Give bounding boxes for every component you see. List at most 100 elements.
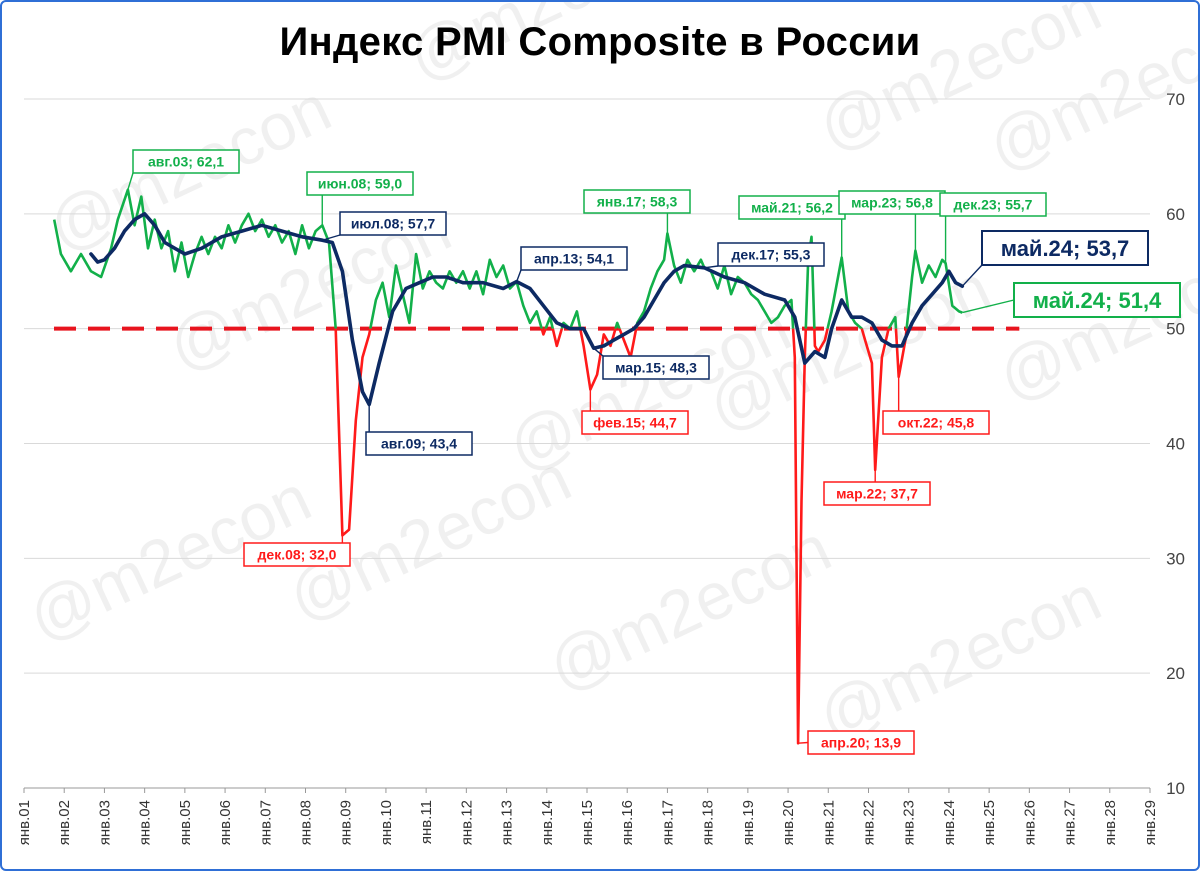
x-tick-label: янв.25 xyxy=(981,800,998,845)
annotation-box xyxy=(365,431,473,456)
x-tick-label: янв.01 xyxy=(16,800,33,845)
x-tick-label: янв.17 xyxy=(659,800,676,845)
ma-series-line xyxy=(89,212,965,407)
x-tick-label: янв.22 xyxy=(861,800,878,845)
x-tick-label: янв.20 xyxy=(780,800,797,845)
annotation-leader xyxy=(961,264,983,287)
annotation-label: апр.20; 13,9 xyxy=(821,735,901,751)
pmi-series-below-50 xyxy=(334,328,908,745)
x-tick-label: янв.11 xyxy=(418,800,435,844)
annotation-3: май.21; 56,2 xyxy=(738,195,846,258)
annotation-box xyxy=(602,355,710,380)
annotation-2: янв.17; 58,3 xyxy=(583,189,691,234)
annotation-box xyxy=(132,149,240,174)
x-tick-label: янв.27 xyxy=(1062,800,1079,845)
x-tick-label: янв.29 xyxy=(1142,800,1159,845)
annotation-label: дек.08; 32,0 xyxy=(258,547,337,563)
annotation-leader xyxy=(127,172,134,190)
annotation-box xyxy=(981,230,1149,266)
annotation-leader xyxy=(798,741,809,744)
annotation-17: окт.22; 45,8 xyxy=(882,376,990,435)
annotation-label: апр.13; 54,1 xyxy=(534,251,614,267)
annotation-box xyxy=(939,192,1047,217)
annotation-5: дек.23; 55,7 xyxy=(939,192,1047,264)
x-tick-label: янв.06 xyxy=(217,800,234,845)
series-layer xyxy=(52,188,965,745)
annotation-label: окт.22; 45,8 xyxy=(898,415,975,431)
annotation-label: фев.15; 44,7 xyxy=(593,415,677,431)
x-tick-label: янв.28 xyxy=(1102,800,1119,845)
x-tick-label: янв.07 xyxy=(257,800,274,845)
annotation-16: мар.22; 37,7 xyxy=(823,469,931,506)
x-tick-label: янв.05 xyxy=(177,800,194,845)
y-tick-label: 60 xyxy=(1166,205,1185,224)
annotation-8: авг.09; 43,4 xyxy=(365,404,473,456)
annotation-box xyxy=(339,211,447,236)
chart-title: Индекс PMI Composite в России xyxy=(279,20,921,64)
watermark-1: @m2econ xyxy=(397,2,702,95)
annotation-label: июн.08; 59,0 xyxy=(318,176,402,192)
annotation-leader xyxy=(515,269,522,282)
annotation-label: янв.17; 58,3 xyxy=(597,194,678,210)
y-axis: 10 20 30 40 50 60 70 xyxy=(1166,90,1185,798)
x-tick-label: янв.16 xyxy=(619,800,636,845)
annotation-box xyxy=(807,730,915,755)
annotation-layer: авг.03; 62,1 июн.08; 59,0 янв.17; 58,3 май.… xyxy=(127,149,1181,755)
annotation-label: дек.23; 55,7 xyxy=(954,197,1033,213)
y-tick-label: 70 xyxy=(1166,90,1185,109)
annotation-box xyxy=(1013,282,1181,318)
annotation-label: авг.09; 43,4 xyxy=(381,436,457,452)
watermark-9: @m2econ xyxy=(807,560,1112,755)
annotation-13: дек.08; 32,0 xyxy=(243,535,351,567)
annotation-label: авг.03; 62,1 xyxy=(148,154,224,170)
x-tick-label: янв.08 xyxy=(298,800,315,845)
annotation-box xyxy=(520,246,628,271)
annotation-7: июл.08; 57,7 xyxy=(322,211,447,241)
annotation-box xyxy=(243,542,351,567)
x-tick-label: янв.18 xyxy=(700,800,717,845)
y-tick-label: 40 xyxy=(1166,435,1185,454)
x-tick-label: янв.13 xyxy=(499,800,516,845)
annotation-label: июл.08; 57,7 xyxy=(351,216,436,232)
annotation-leader xyxy=(704,265,719,269)
x-tick-label: янв.10 xyxy=(378,800,395,845)
x-tick-label: янв.12 xyxy=(458,800,475,845)
annotation-4: мар.23; 56,8 xyxy=(838,190,946,251)
annotation-box xyxy=(306,171,414,196)
annotation-1: июн.08; 59,0 xyxy=(306,171,414,226)
annotation-9: апр.13; 54,1 xyxy=(515,246,628,282)
x-tick-label: янв.24 xyxy=(941,800,958,845)
annotation-label: май.24; 51,4 xyxy=(1033,288,1162,313)
annotation-label: мар.15; 48,3 xyxy=(615,360,697,376)
annotation-box xyxy=(581,410,689,435)
x-tick-label: янв.26 xyxy=(1021,800,1038,845)
x-axis: янв.01 янв.02 янв.03 янв.04 янв.05 янв.06 янв.… xyxy=(16,787,1159,845)
annotation-label: мар.22; 37,7 xyxy=(836,486,918,502)
x-tick-label: янв.15 xyxy=(579,800,596,845)
x-tick-label: янв.02 xyxy=(56,800,73,845)
annotation-leader xyxy=(962,299,1015,314)
annotation-box xyxy=(583,189,691,214)
annotation-10: мар.15; 48,3 xyxy=(593,347,710,380)
annotation-leader xyxy=(322,234,341,241)
x-tick-label: янв.09 xyxy=(338,800,355,845)
x-tick-label: янв.03 xyxy=(96,800,113,845)
annotation-14: фев.15; 44,7 xyxy=(581,389,689,435)
annotation-box xyxy=(823,481,931,506)
pmi-series-line xyxy=(52,188,963,329)
annotation-0: авг.03; 62,1 xyxy=(127,149,240,190)
annotation-11: дек.17; 55,3 xyxy=(704,242,825,269)
annotation-label: май.24; 53,7 xyxy=(1001,236,1130,261)
annotation-label: мар.23; 56,8 xyxy=(851,195,933,211)
y-tick-label: 20 xyxy=(1166,664,1185,683)
annotation-box xyxy=(717,242,825,267)
x-tick-label: янв.14 xyxy=(539,800,556,845)
annotation-6: май.24; 51,4 xyxy=(962,282,1181,318)
annotation-12: май.24; 53,7 xyxy=(961,230,1149,287)
annotation-label: май.21; 56,2 xyxy=(751,200,833,216)
annotation-15: апр.20; 13,9 xyxy=(798,730,915,755)
y-tick-label: 50 xyxy=(1166,320,1185,339)
x-tick-label: янв.04 xyxy=(137,800,154,845)
